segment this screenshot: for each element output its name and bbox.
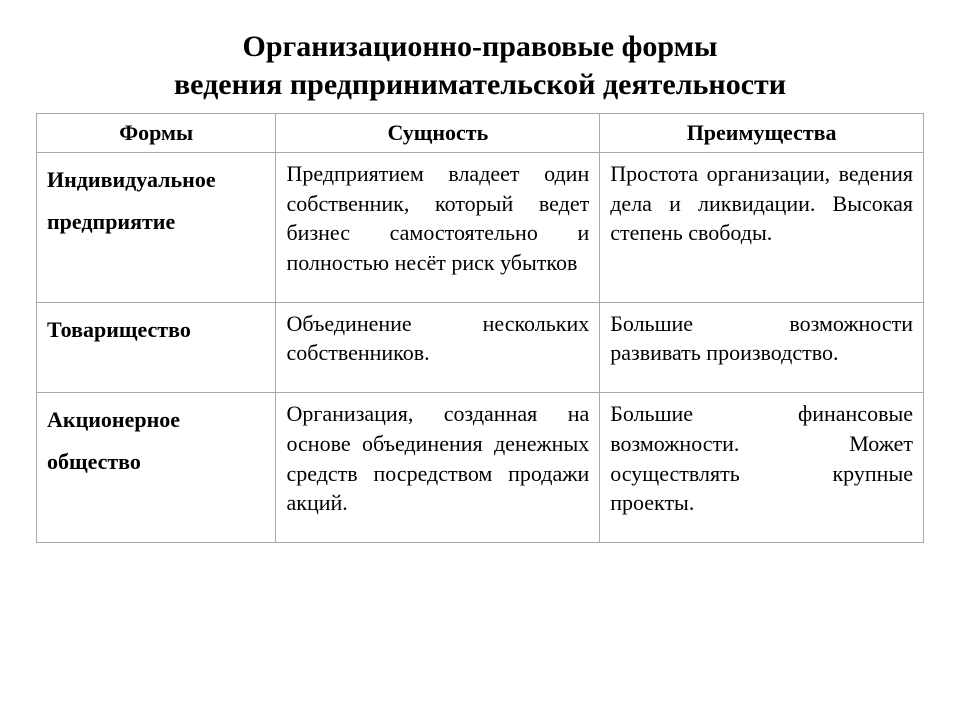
cell-form: Товарищество — [37, 302, 276, 392]
cell-essence: Предприятием владеет один собственник, к… — [276, 153, 600, 303]
table-row: Товарищество Объединение нескольких собс… — [37, 302, 924, 392]
table-row: Акционерное общество Организация, создан… — [37, 393, 924, 543]
cell-advantage: Простота организации, ведения дела и лик… — [600, 153, 924, 303]
table-row: Индивидуальное предприятие Предприятием … — [37, 153, 924, 303]
cell-advantage: Большие финансовые возможности. Может ос… — [600, 393, 924, 543]
page-title: Организационно-правовые формы ведения пр… — [36, 28, 924, 103]
cell-essence: Объединение нескольких собственников. — [276, 302, 600, 392]
cell-form: Индивидуальное предприятие — [37, 153, 276, 303]
header-advantages: Преимущества — [600, 114, 924, 153]
header-forms: Формы — [37, 114, 276, 153]
cell-essence: Организация, созданная на основе объедин… — [276, 393, 600, 543]
table-head: Формы Сущность Преимущества — [37, 114, 924, 153]
title-line-2: ведения предпринимательской деятельности — [174, 68, 786, 101]
header-row: Формы Сущность Преимущества — [37, 114, 924, 153]
header-essence: Сущность — [276, 114, 600, 153]
cell-form: Акционерное общество — [37, 393, 276, 543]
table-body: Индивидуальное предприятие Предприятием … — [37, 153, 924, 543]
forms-table: Формы Сущность Преимущества Индивидуальн… — [36, 113, 924, 543]
page: Организационно-правовые формы ведения пр… — [0, 0, 960, 720]
title-line-1: Организационно-правовые формы — [243, 30, 718, 63]
cell-advantage: Большие возможности развивать производст… — [600, 302, 924, 392]
